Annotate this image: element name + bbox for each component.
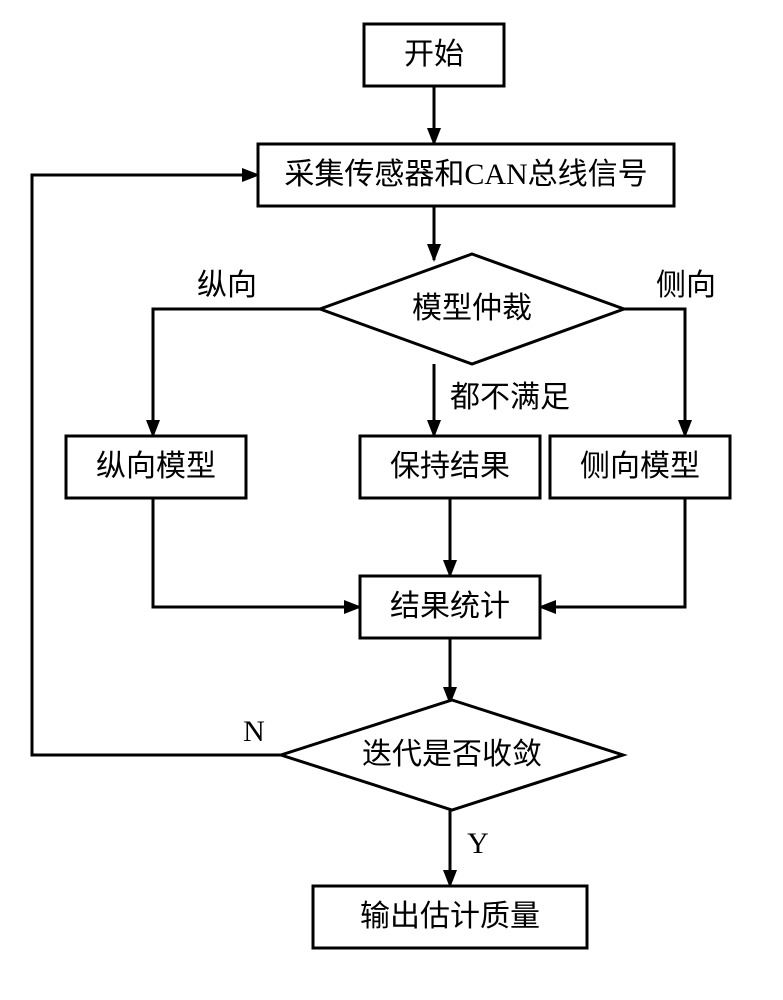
edge-label-arbitrate-lat_model: 侧向 <box>656 269 716 302</box>
edge-long_model-stats <box>153 498 360 607</box>
edge-label-converge-collect: N <box>243 715 265 748</box>
edge-label-arbitrate-long_model: 纵向 <box>197 269 257 302</box>
node-label-arbitrate: 模型仲裁 <box>412 292 532 325</box>
flowchart-canvas: 都不满足 纵向 侧向 Y N 开始采集传感器和CAN总线信号模型仲裁纵向模型 保持结果 侧向模… <box>0 0 783 1000</box>
edge-label-converge-output: Y <box>467 827 489 860</box>
edge-label-arbitrate-keep: 都不满足 <box>450 381 570 414</box>
node-label-long_model: 纵向模型 <box>96 450 216 483</box>
node-label-converge: 迭代是否收敛 <box>362 738 542 771</box>
node-label-keep: 保持结果 <box>390 450 510 483</box>
node-label-start: 开始 <box>404 38 464 71</box>
node-label-stats: 结果统计 <box>390 590 510 623</box>
node-label-lat_model: 侧向模型 <box>580 450 700 483</box>
edge-arbitrate-lat_model <box>624 309 685 436</box>
node-label-output: 输出估计质量 <box>360 900 540 933</box>
edge-arbitrate-long_model <box>153 309 320 436</box>
node-label-collect: 采集传感器和CAN总线信号 <box>284 158 647 191</box>
edge-lat_model-stats <box>540 498 685 607</box>
